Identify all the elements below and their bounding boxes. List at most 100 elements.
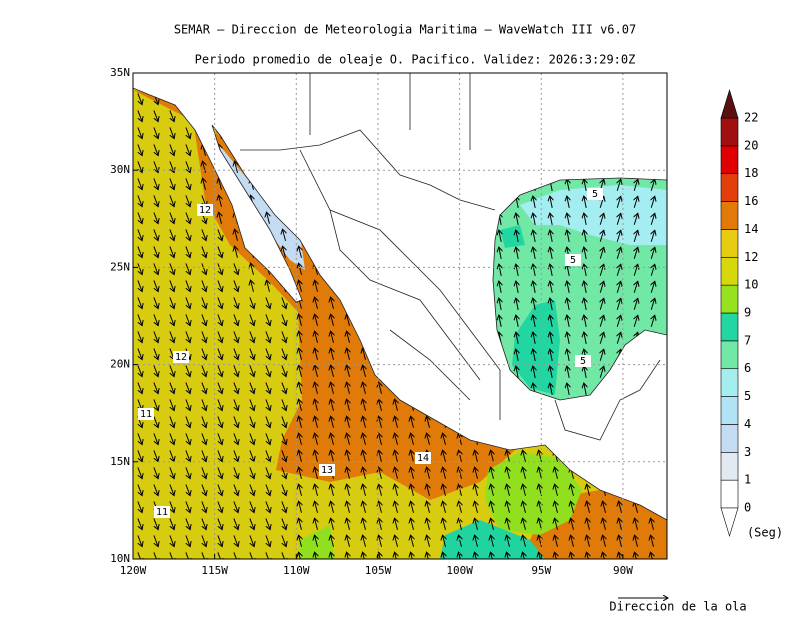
arrow	[315, 467, 318, 479]
arrow	[315, 501, 318, 513]
arrow	[249, 552, 254, 559]
arrow	[201, 246, 206, 257]
arrow	[363, 552, 366, 559]
arrow	[491, 450, 494, 462]
arrow	[651, 315, 655, 327]
arrow	[153, 433, 158, 444]
arrow	[395, 450, 398, 462]
arrow	[379, 433, 382, 445]
arrow	[217, 246, 222, 257]
arrow	[499, 230, 501, 242]
colorbar-segment	[720, 396, 739, 425]
arrow	[315, 314, 318, 326]
arrow	[185, 433, 190, 444]
arrow	[281, 297, 286, 308]
arrow	[299, 348, 302, 360]
arrow	[331, 433, 334, 445]
arrow	[617, 230, 621, 242]
arrow	[201, 365, 206, 376]
arrow	[411, 501, 414, 513]
arrow	[299, 450, 302, 462]
arrow	[315, 348, 318, 360]
arrow	[201, 518, 206, 529]
arrow	[634, 179, 638, 191]
arrow	[249, 382, 254, 393]
arrow	[265, 297, 270, 308]
arrow	[600, 264, 604, 276]
arrow	[153, 552, 158, 559]
arrow	[347, 416, 350, 428]
arrow	[153, 161, 158, 172]
arrow	[443, 535, 446, 547]
arrow	[153, 382, 158, 393]
arrow	[153, 212, 158, 223]
arrow	[201, 280, 206, 291]
arrow	[201, 501, 206, 512]
arrow	[265, 382, 270, 393]
contour-label-box	[587, 188, 603, 200]
colorbar: 0 1 3 4 5 6 7 9 10 12 14 16 18 20 22	[720, 88, 758, 538]
x-tick-label: 110W	[283, 564, 310, 577]
arrow	[233, 501, 238, 512]
arrow	[533, 213, 535, 225]
arrow	[363, 467, 366, 479]
arrow	[634, 281, 638, 293]
arrow	[217, 365, 222, 376]
arrow	[185, 484, 190, 495]
arrow	[571, 518, 574, 530]
arrow	[379, 382, 382, 394]
arrow	[281, 433, 286, 444]
arrow	[347, 314, 350, 326]
subtitle: Periodo promedio de oleaje O. Pacifico. …	[195, 53, 636, 67]
arrow	[584, 247, 586, 259]
arrow	[651, 213, 655, 225]
arrow	[281, 535, 286, 546]
arrow	[507, 552, 510, 559]
arrow	[363, 399, 366, 411]
arrow	[251, 280, 254, 292]
arrow	[363, 433, 366, 445]
contour-label: 13	[321, 465, 333, 476]
arrow	[137, 195, 142, 206]
arrow	[571, 484, 574, 496]
arrow	[137, 212, 142, 223]
arrow	[233, 314, 238, 325]
colorbar-segment	[720, 145, 739, 175]
arrow	[137, 127, 142, 138]
arrow	[185, 195, 190, 206]
arrow	[153, 314, 158, 325]
arrow	[379, 416, 382, 428]
arrow	[185, 450, 190, 461]
arrow	[185, 127, 190, 138]
arrow	[363, 518, 366, 530]
arrow	[499, 264, 501, 276]
arrow	[331, 314, 334, 326]
arrow	[523, 552, 526, 559]
arrow	[201, 229, 206, 240]
arrow	[315, 297, 318, 309]
arrow	[137, 518, 142, 529]
arrow	[217, 229, 222, 240]
arrow	[443, 518, 446, 530]
arrow	[395, 535, 398, 547]
arrow	[315, 416, 318, 428]
arrow	[169, 263, 174, 274]
arrow	[185, 144, 190, 155]
arrow	[507, 501, 510, 513]
arrow	[600, 332, 604, 344]
arrow	[281, 348, 286, 359]
arrow	[331, 552, 334, 559]
arrow	[217, 280, 222, 291]
arrow	[235, 161, 238, 173]
arrow	[331, 518, 334, 530]
arrow	[169, 416, 174, 427]
arrow	[137, 93, 142, 104]
arrow	[299, 552, 302, 559]
map-area: 12 12 11 11 13 14 5 5 5	[133, 73, 667, 559]
contour-label-box	[319, 464, 335, 476]
arrow	[249, 365, 254, 376]
arrow	[600, 196, 604, 208]
arrow	[169, 382, 174, 393]
arrow	[550, 315, 552, 327]
arrow	[584, 315, 586, 327]
